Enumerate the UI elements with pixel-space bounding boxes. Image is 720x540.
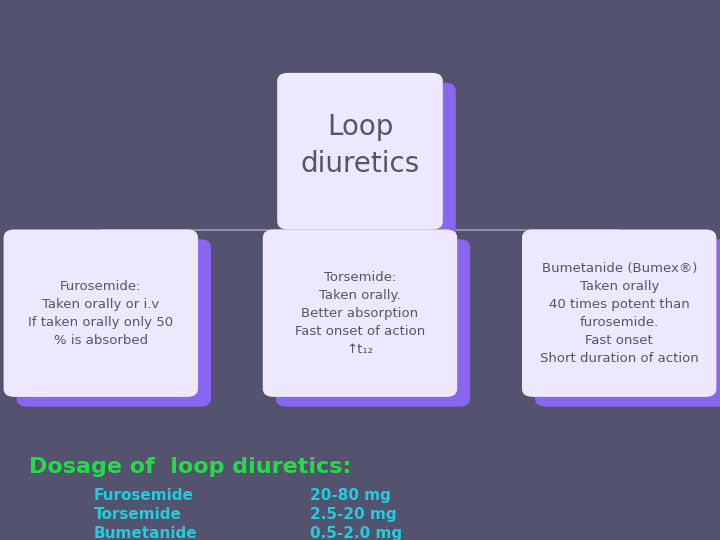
- FancyBboxPatch shape: [263, 230, 457, 397]
- FancyBboxPatch shape: [276, 239, 470, 407]
- Text: 2.5-20 mg: 2.5-20 mg: [310, 507, 396, 522]
- Text: Torsemide: Torsemide: [94, 507, 181, 522]
- Text: Furosemide: Furosemide: [94, 488, 194, 503]
- Text: Loop
diuretics: Loop diuretics: [300, 113, 420, 178]
- FancyBboxPatch shape: [4, 230, 198, 397]
- FancyBboxPatch shape: [522, 230, 716, 397]
- FancyBboxPatch shape: [17, 239, 211, 407]
- Text: Bumetanide (Bumex®)
Taken orally
40 times potent than
furosemide.
Fast onset
Sho: Bumetanide (Bumex®) Taken orally 40 time…: [540, 262, 698, 364]
- FancyBboxPatch shape: [535, 239, 720, 407]
- Text: Dosage of  loop diuretics:: Dosage of loop diuretics:: [29, 457, 351, 477]
- Text: Bumetanide: Bumetanide: [94, 526, 197, 540]
- Text: 0.5-2.0 mg: 0.5-2.0 mg: [310, 526, 402, 540]
- FancyBboxPatch shape: [290, 83, 456, 239]
- Text: Torsemide:
Taken orally.
Better absorption
Fast onset of action
↑t₁₂: Torsemide: Taken orally. Better absorpti…: [295, 271, 425, 356]
- Text: 20-80 mg: 20-80 mg: [310, 488, 390, 503]
- Text: Furosemide:
Taken orally or i.v
If taken orally only 50
% is absorbed: Furosemide: Taken orally or i.v If taken…: [28, 280, 174, 347]
- FancyBboxPatch shape: [277, 73, 443, 230]
